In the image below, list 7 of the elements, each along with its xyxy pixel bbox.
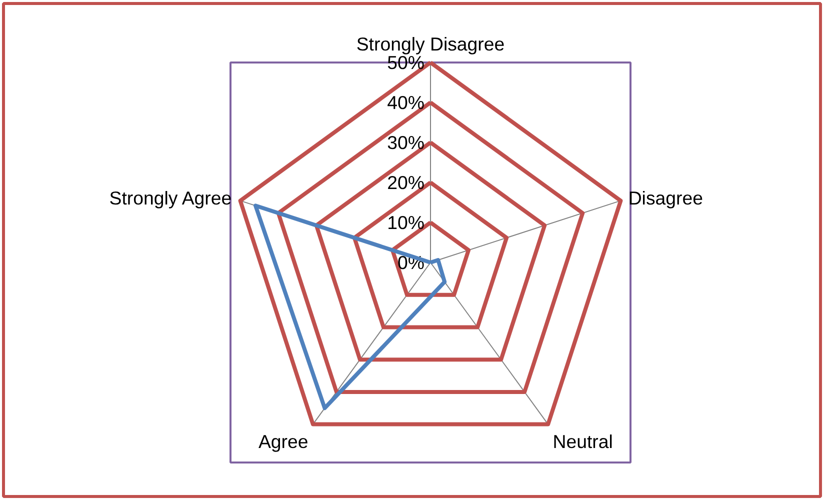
y-tick-label: 30% [387, 132, 425, 153]
spoke-label: Agree [258, 430, 308, 452]
spoke-label: Strongly Disagree [356, 34, 505, 54]
y-tick-label: 10% [387, 212, 425, 233]
y-tick-label: 20% [387, 172, 425, 193]
y-tick-label: 40% [387, 92, 425, 113]
spoke-label: Neutral [552, 430, 613, 452]
